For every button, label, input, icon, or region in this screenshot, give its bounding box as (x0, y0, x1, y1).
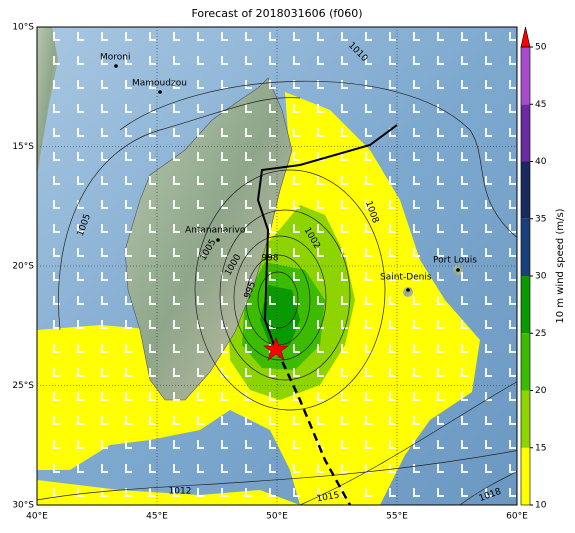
colorbar-segment (521, 161, 530, 219)
lon-tick-label: 45°E (146, 512, 168, 522)
contour-label: 1012 (169, 487, 192, 497)
colorbar-tick-label: 40 (535, 157, 547, 167)
lat-tick-label: 30°S (12, 501, 34, 511)
colorbar-tick-label: 15 (535, 443, 546, 453)
colorbar-segment (521, 333, 530, 391)
colorbar-segment (521, 218, 530, 276)
title: Forecast of 2018031606 (f060) (191, 7, 362, 20)
colorbar-tick-label: 20 (535, 386, 547, 396)
colorbar-tick-label: 50 (535, 43, 547, 53)
colorbar-label: 10 m wind speed (m/s) (555, 208, 566, 323)
colorbar-extend (520, 26, 531, 48)
place-label: Moroni (100, 53, 131, 63)
colorbar-segment (521, 104, 530, 162)
lat-tick-label: 25°S (12, 381, 34, 391)
isobars (37, 80, 517, 505)
track-forecast (275, 349, 352, 505)
place-dot (158, 90, 162, 94)
lat-tick-label: 10°S (12, 23, 34, 33)
colorbar-segment (521, 447, 530, 505)
colorbar-tick-label: 35 (535, 214, 546, 224)
colorbar-tick-label: 45 (535, 100, 546, 110)
place-label: Antananarivo (185, 226, 246, 236)
contour-label: 1015 (316, 491, 340, 505)
place-dot (456, 268, 460, 272)
colorbar-segment (521, 390, 530, 448)
place-dot (114, 64, 118, 68)
storm-position (262, 337, 290, 361)
place-label: Port Louis (433, 256, 477, 266)
colorbar-tick-label: 25 (535, 329, 546, 339)
colorbar-tick-label: 10 (535, 501, 547, 511)
place-label: Saint-Denis (380, 273, 432, 283)
lon-tick-label: 60°E (506, 512, 528, 522)
place-label: Mamoudzou (132, 79, 187, 89)
lon-tick-label: 50°E (266, 512, 288, 522)
lat-tick-label: 15°S (12, 142, 34, 152)
colorbar-segment (521, 276, 530, 334)
colorbar-tick-label: 30 (535, 272, 547, 282)
lat-tick-label: 20°S (12, 262, 34, 272)
lon-tick-label: 55°E (386, 512, 408, 522)
track-past (256, 124, 398, 349)
contour-label: 998 (261, 254, 278, 264)
place-dot (216, 238, 220, 242)
colorbar-segment (521, 47, 530, 105)
place-dot (406, 288, 410, 292)
lon-tick-label: 40°E (26, 512, 48, 522)
